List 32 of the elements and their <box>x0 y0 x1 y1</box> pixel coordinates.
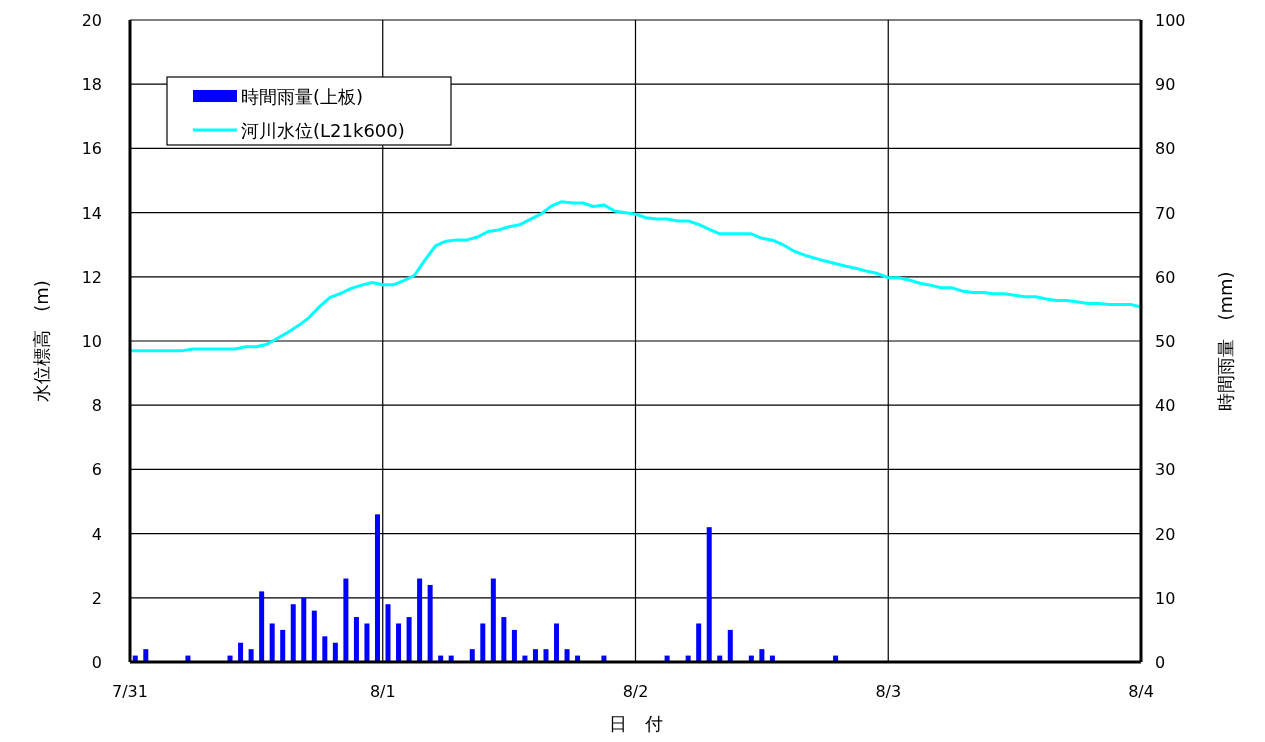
y2-tick-label: 100 <box>1155 11 1186 30</box>
y2-tick-label: 60 <box>1155 267 1176 287</box>
y2-tick-label: 90 <box>1155 75 1176 95</box>
legend-label: 時間雨量(上板) <box>241 86 364 107</box>
x-tick-label: 8/4 <box>1128 682 1154 701</box>
y-tick-label: 2 <box>91 588 102 608</box>
y-tick-label: 10 <box>81 332 102 351</box>
y-tick-label: 12 <box>81 267 102 287</box>
x-tick-label: 8/3 <box>875 682 902 701</box>
y-tick-label: 18 <box>81 75 102 95</box>
y-tick-label: 0 <box>91 653 102 672</box>
x-tick-label: 8/2 <box>622 682 649 701</box>
y-axis-title: 水位標高 (m) <box>31 280 52 402</box>
y2-tick-label: 30 <box>1155 460 1176 480</box>
x-tick-label: 7/31 <box>112 682 148 701</box>
y-tick-label: 14 <box>81 203 102 223</box>
y2-tick-label: 20 <box>1155 524 1176 544</box>
y-tick-label: 16 <box>81 139 102 159</box>
y-tick-label: 6 <box>91 460 102 480</box>
legend-label: 河川水位(L21k600) <box>241 120 405 141</box>
y2-tick-label: 40 <box>1155 396 1176 416</box>
y2-axis-title: 時間雨量 (mm) <box>1215 271 1236 411</box>
x-axis-title: 日 付 <box>608 713 663 734</box>
y-tick-label: 8 <box>91 396 102 416</box>
y2-tick-label: 50 <box>1155 332 1176 351</box>
y-tick-label: 20 <box>81 11 102 30</box>
y2-tick-label: 10 <box>1155 588 1176 608</box>
x-tick-label: 8/1 <box>369 682 396 701</box>
y2-tick-label: 0 <box>1155 653 1166 672</box>
y-tick-label: 4 <box>91 524 102 544</box>
y2-tick-label: 80 <box>1155 139 1176 159</box>
y2-tick-label: 70 <box>1155 203 1176 223</box>
